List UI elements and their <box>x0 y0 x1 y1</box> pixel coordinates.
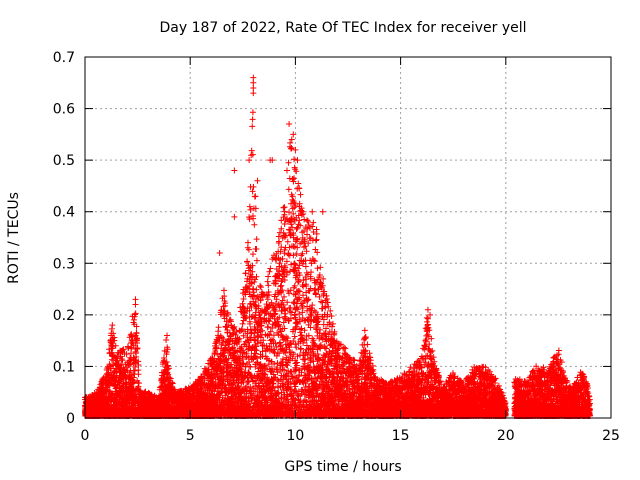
data-point <box>109 343 116 350</box>
data-point <box>119 347 126 354</box>
data-point <box>120 346 127 353</box>
data-point <box>131 311 138 318</box>
data-point <box>132 363 139 370</box>
data-point <box>119 357 126 364</box>
data-point <box>110 330 117 337</box>
data-point <box>117 376 124 383</box>
data-point <box>111 334 118 341</box>
data-point <box>130 379 137 386</box>
data-point <box>106 346 113 353</box>
data-point <box>112 342 119 349</box>
data-point <box>123 351 130 358</box>
data-point <box>106 388 113 395</box>
data-point <box>132 310 139 317</box>
data-point <box>116 377 123 384</box>
data-point <box>123 380 130 387</box>
data-point <box>114 357 121 364</box>
data-point <box>133 323 140 330</box>
data-points <box>81 74 593 419</box>
data-point <box>118 355 125 362</box>
data-point <box>125 345 132 352</box>
data-point <box>133 353 140 360</box>
